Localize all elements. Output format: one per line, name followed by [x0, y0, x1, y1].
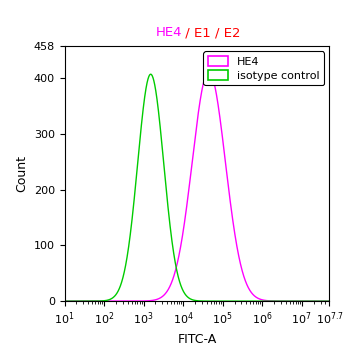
Legend: HE4, isotype control: HE4, isotype control [203, 51, 324, 85]
Text: / E1 / E2: / E1 / E2 [181, 26, 241, 39]
Y-axis label: Count: Count [15, 155, 28, 192]
X-axis label: FITC-A: FITC-A [177, 333, 217, 346]
Text: HE4: HE4 [156, 26, 182, 39]
